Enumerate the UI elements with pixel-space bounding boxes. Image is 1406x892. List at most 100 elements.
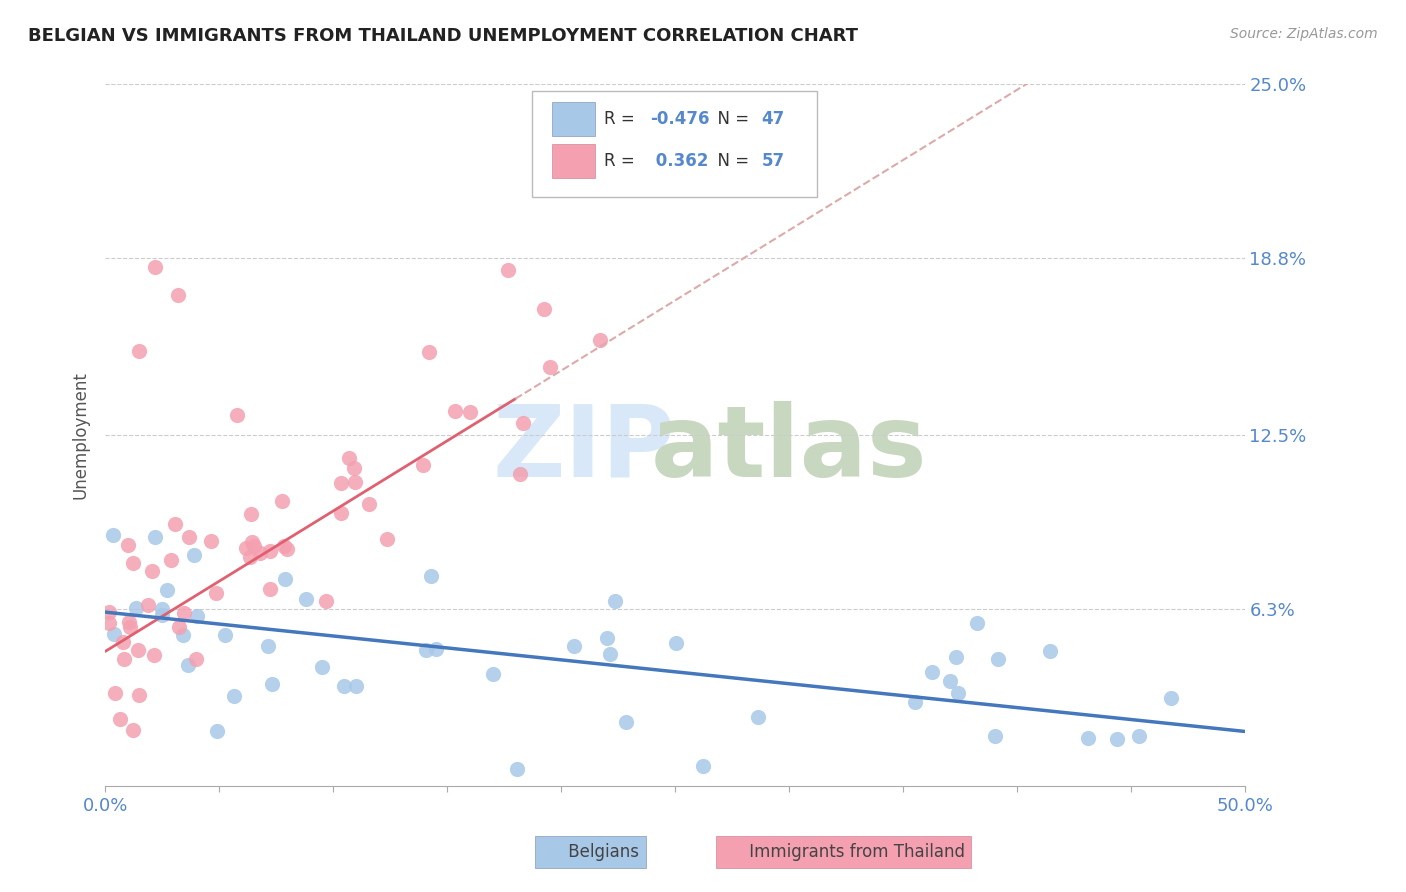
Point: [205, 723, 228, 738]
Point: [415, 643, 437, 657]
Point: [239, 550, 262, 565]
Point: [274, 572, 297, 586]
Point: [200, 534, 222, 549]
Point: [665, 636, 688, 650]
Point: [1077, 731, 1099, 746]
Point: [112, 635, 135, 649]
Point: [359, 497, 381, 511]
Point: [177, 530, 200, 544]
Point: [603, 594, 626, 608]
Text: N =: N =: [707, 152, 754, 169]
Bar: [551, 102, 595, 136]
Text: R =: R =: [605, 110, 640, 128]
Point: [938, 674, 960, 689]
Point: [330, 506, 353, 520]
Point: [204, 585, 226, 599]
Point: [127, 643, 149, 657]
Point: [173, 606, 195, 620]
Text: 0.362: 0.362: [650, 152, 709, 169]
Text: -0.476: -0.476: [650, 110, 709, 128]
Point: [167, 288, 190, 302]
Text: atlas: atlas: [651, 401, 927, 498]
Point: [747, 709, 769, 723]
Point: [103, 627, 125, 641]
Point: [226, 408, 249, 422]
Point: [509, 467, 531, 481]
Point: [562, 640, 585, 654]
Point: [128, 344, 150, 359]
Point: [270, 493, 292, 508]
Point: [183, 549, 205, 563]
Point: [259, 543, 281, 558]
Point: [614, 715, 637, 730]
Point: [128, 689, 150, 703]
Point: [163, 516, 186, 531]
Point: [273, 539, 295, 553]
Point: [506, 762, 529, 776]
Point: [512, 417, 534, 431]
Point: [599, 648, 621, 662]
Point: [375, 532, 398, 546]
Point: [344, 679, 367, 693]
Point: [125, 601, 148, 615]
Point: [150, 608, 173, 623]
Point: [295, 592, 318, 607]
Point: [311, 660, 333, 674]
Point: [240, 508, 263, 522]
Point: [240, 535, 263, 549]
Point: [117, 537, 139, 551]
Point: [966, 615, 988, 630]
Point: [481, 667, 503, 681]
Point: [155, 582, 177, 597]
Point: [945, 650, 967, 665]
Text: Immigrants from Thailand: Immigrants from Thailand: [723, 843, 965, 861]
Point: [315, 594, 337, 608]
Point: [533, 301, 555, 316]
Point: [112, 652, 135, 666]
FancyBboxPatch shape: [533, 92, 817, 197]
Point: [235, 541, 257, 556]
Point: [122, 556, 145, 570]
Point: [425, 641, 447, 656]
Point: [596, 632, 619, 646]
Text: N =: N =: [707, 110, 754, 128]
Point: [692, 759, 714, 773]
Point: [172, 628, 194, 642]
Point: [242, 539, 264, 553]
Point: [214, 628, 236, 642]
Point: [176, 657, 198, 672]
Point: [249, 546, 271, 560]
Point: [343, 475, 366, 490]
Point: [412, 458, 434, 472]
Point: [143, 260, 166, 274]
Point: [138, 599, 160, 613]
Text: Belgians: Belgians: [543, 843, 638, 861]
Point: [104, 686, 127, 700]
Point: [186, 608, 208, 623]
Point: [141, 564, 163, 578]
Point: [946, 686, 969, 700]
Point: [224, 689, 246, 703]
Point: [122, 723, 145, 737]
Point: [167, 620, 190, 634]
Text: ZIP: ZIP: [492, 401, 675, 498]
Point: [143, 530, 166, 544]
Point: [1105, 732, 1128, 747]
Point: [538, 359, 561, 374]
Point: [588, 334, 610, 348]
Point: [904, 695, 927, 709]
Point: [343, 460, 366, 475]
Point: [142, 648, 165, 662]
Point: [333, 679, 356, 693]
Point: [260, 677, 283, 691]
Point: [186, 652, 208, 666]
Y-axis label: Unemployment: Unemployment: [72, 371, 89, 500]
Point: [330, 475, 353, 490]
Text: 57: 57: [762, 152, 785, 169]
Point: [120, 620, 142, 634]
Text: Source: ZipAtlas.com: Source: ZipAtlas.com: [1230, 27, 1378, 41]
Point: [276, 541, 298, 556]
Text: R =: R =: [605, 152, 640, 169]
Point: [444, 403, 467, 417]
Point: [921, 665, 943, 680]
